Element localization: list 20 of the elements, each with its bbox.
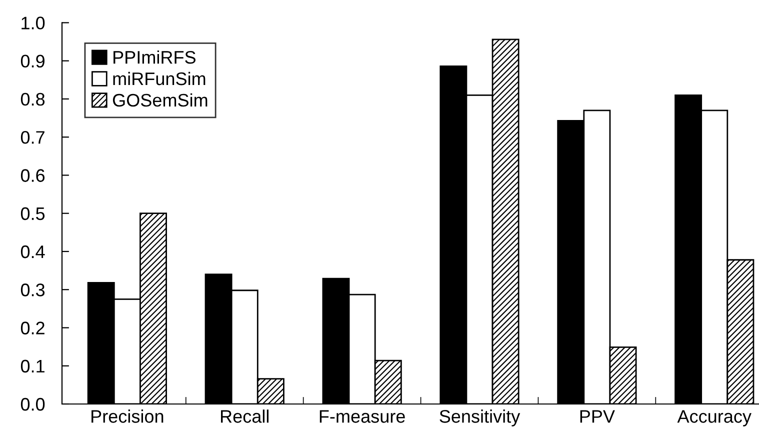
legend-label: GOSemSim [112,93,208,107]
x-tick-label: Recall [221,410,268,423]
x-tick-label: F-measure [320,410,405,423]
x-tick-label: PPV [580,410,615,423]
y-tick-label: 0.8 [20,92,45,106]
y-tick-label: 0.6 [20,169,45,182]
y-tick-label: 0.4 [20,245,45,258]
x-tick-label: Sensitivity [440,410,520,426]
y-tick-label: 0.2 [20,322,44,334]
y-tick-label: 0.1 [20,360,44,373]
y-tick-label: 0.3 [20,284,45,296]
y-tick-label: 0.5 [20,207,45,220]
legend-label: PPImiRFS [114,50,196,64]
y-tick-label: 0.7 [20,131,44,144]
x-tick-label: Precision [92,410,164,423]
y-tick-label: 1.0 [22,16,45,30]
y-tick-label: 0.9 [20,54,44,68]
y-tick-label: 0.0 [20,398,45,411]
legend-label: miRFunSim [113,72,206,86]
x-tick-label: Accuracy [677,410,752,426]
